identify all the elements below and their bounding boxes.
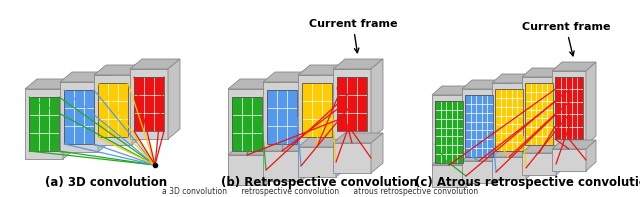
Polygon shape [267,90,297,144]
Polygon shape [130,59,180,69]
Polygon shape [301,141,313,181]
Polygon shape [432,165,466,187]
Polygon shape [263,72,313,82]
Polygon shape [232,97,262,151]
Text: (b) Retrospective convolution: (b) Retrospective convolution [221,176,417,189]
Polygon shape [465,95,493,157]
Text: Current frame: Current frame [522,22,611,56]
Polygon shape [462,161,496,183]
Polygon shape [63,79,75,159]
Polygon shape [492,157,526,179]
Polygon shape [522,77,556,151]
Polygon shape [466,86,476,169]
Polygon shape [522,68,566,77]
Polygon shape [64,90,94,144]
Polygon shape [492,83,526,157]
Polygon shape [586,62,596,145]
Polygon shape [25,89,63,159]
Polygon shape [98,83,128,137]
Polygon shape [333,69,371,139]
Polygon shape [333,133,383,143]
Polygon shape [525,83,553,145]
Polygon shape [556,68,566,151]
Polygon shape [586,140,596,171]
Polygon shape [552,140,596,149]
Polygon shape [60,72,110,82]
Polygon shape [526,74,536,157]
Polygon shape [371,133,383,173]
Polygon shape [263,151,301,181]
Polygon shape [228,79,278,89]
Polygon shape [432,156,476,165]
Polygon shape [462,152,506,161]
Polygon shape [492,74,536,83]
Polygon shape [168,59,180,139]
Text: a 3D convolution      retrospective convolution      atrous retrospective convol: a 3D convolution retrospective convoluti… [162,187,478,196]
Text: Current frame: Current frame [308,19,397,53]
Polygon shape [552,71,586,145]
Polygon shape [432,86,476,95]
Polygon shape [134,77,164,131]
Polygon shape [263,141,313,151]
Polygon shape [298,75,336,145]
Polygon shape [60,82,98,152]
Polygon shape [337,77,367,131]
Polygon shape [336,65,348,145]
Polygon shape [552,149,586,171]
Polygon shape [333,59,383,69]
Polygon shape [522,153,556,175]
Polygon shape [462,89,496,163]
Polygon shape [266,79,278,159]
Polygon shape [228,145,278,155]
Polygon shape [132,65,144,145]
Polygon shape [298,147,336,177]
Polygon shape [94,75,132,145]
Polygon shape [522,144,566,153]
Polygon shape [462,80,506,89]
Text: (a) 3D convolution: (a) 3D convolution [45,176,167,189]
Polygon shape [302,83,332,137]
Polygon shape [435,101,463,163]
Polygon shape [298,137,348,147]
Polygon shape [301,72,313,152]
Polygon shape [263,82,301,152]
Polygon shape [98,72,110,152]
Polygon shape [25,79,75,89]
Polygon shape [266,145,278,185]
Polygon shape [556,144,566,175]
Polygon shape [333,143,371,173]
Polygon shape [298,65,348,75]
Polygon shape [130,69,168,139]
Polygon shape [94,65,144,75]
Polygon shape [29,97,59,151]
Polygon shape [432,95,466,169]
Polygon shape [228,89,266,159]
Polygon shape [555,77,583,139]
Polygon shape [228,155,266,185]
Polygon shape [492,148,536,157]
Polygon shape [496,80,506,163]
Text: (c) Atrous retrospective convolution: (c) Atrous retrospective convolution [415,176,640,189]
Polygon shape [371,59,383,139]
Polygon shape [552,62,596,71]
Polygon shape [466,156,476,187]
Polygon shape [336,137,348,177]
Polygon shape [496,152,506,183]
Polygon shape [526,148,536,179]
Polygon shape [495,89,523,151]
